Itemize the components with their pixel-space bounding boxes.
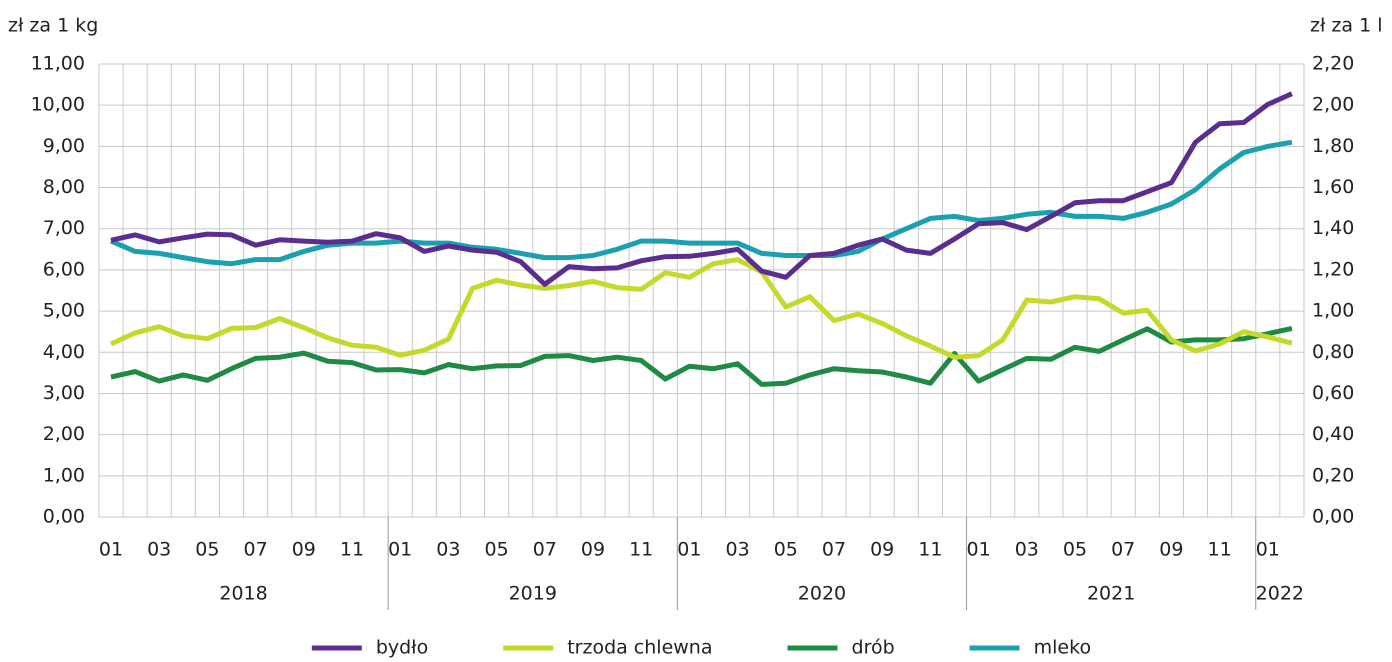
- y-tick-label: 0,00: [43, 506, 85, 528]
- x-tick-label: 01: [967, 539, 991, 561]
- x-tick-label: 05: [774, 539, 798, 561]
- y2-tick-label: 0,20: [1312, 464, 1354, 486]
- legend-label: trzoda chlewna: [567, 637, 712, 659]
- x-tick-label: 09: [581, 539, 605, 561]
- x-tick-label: 07: [822, 539, 846, 561]
- x-tick-label: 01: [388, 539, 412, 561]
- x-tick-label: 05: [485, 539, 509, 561]
- y-tick-label: 6,00: [43, 258, 85, 280]
- y2-tick-label: 2,20: [1312, 53, 1354, 75]
- y-tick-label: 9,00: [43, 135, 85, 157]
- x-tick-label: 03: [726, 539, 750, 561]
- x-tick-label: 07: [533, 539, 557, 561]
- x-tick-label: 09: [1159, 539, 1183, 561]
- y-tick-label: 8,00: [43, 176, 85, 198]
- x-tick-label: 03: [147, 539, 171, 561]
- series-line: [110, 325, 1293, 387]
- y2-tick-label: 0,80: [1312, 341, 1354, 363]
- legend: bydło trzoda chlewna drób mleko: [311, 637, 1091, 659]
- y2-tick-label: 1,20: [1312, 258, 1354, 280]
- x-tick-label: 11: [1208, 539, 1232, 561]
- x-tick-label: 01: [99, 539, 123, 561]
- series-line: [110, 91, 1293, 287]
- y-axis-label: zł za 1 kg: [8, 15, 98, 37]
- legend-label: mleko: [1034, 637, 1091, 659]
- y2-tick-label: 0,60: [1312, 382, 1354, 404]
- x-tick-label: 05: [195, 539, 219, 561]
- year-label: 2021: [1087, 583, 1135, 605]
- y2-tick-label: 1,40: [1312, 217, 1354, 239]
- y2-tick-label: 1,80: [1312, 135, 1354, 157]
- legend-label: drób: [852, 637, 895, 659]
- y-tick-label: 7,00: [43, 217, 85, 239]
- legend-label: bydło: [376, 637, 428, 659]
- y-tick-label: 11,00: [31, 53, 85, 75]
- x-tick-label: 01: [1256, 539, 1280, 561]
- x-tick-label: 07: [1111, 539, 1135, 561]
- y-tick-label: 1,00: [43, 464, 85, 486]
- x-tick-label: 11: [629, 539, 653, 561]
- series-line: [110, 139, 1293, 267]
- y-tick-label: 4,00: [43, 341, 85, 363]
- x-tick-label: 11: [340, 539, 364, 561]
- y2-tick-label: 0,00: [1312, 506, 1354, 528]
- y2-tick-label: 2,00: [1312, 94, 1354, 116]
- y2-tick-label: 1,60: [1312, 176, 1354, 198]
- x-tick-label: 03: [1015, 539, 1039, 561]
- year-label: 2018: [219, 583, 267, 605]
- x-tick-label: 11: [918, 539, 942, 561]
- y-tick-label: 10,00: [31, 94, 85, 116]
- y2-axis-label: zł za 1 l: [1310, 15, 1382, 37]
- x-tick-label: 07: [244, 539, 268, 561]
- x-tick-label: 09: [870, 539, 894, 561]
- x-tick-label: 01: [677, 539, 701, 561]
- x-tick-label: 03: [436, 539, 460, 561]
- y-tick-label: 5,00: [43, 300, 85, 322]
- y2-tick-label: 0,40: [1312, 423, 1354, 445]
- series-line: [109, 257, 1293, 360]
- y-tick-label: 3,00: [43, 382, 85, 404]
- year-label: 2020: [798, 583, 846, 605]
- y2-tick-label: 1,00: [1312, 300, 1354, 322]
- year-label: 2019: [509, 583, 557, 605]
- x-tick-label: 09: [292, 539, 316, 561]
- x-tick-label: 05: [1063, 539, 1087, 561]
- y-tick-label: 2,00: [43, 423, 85, 445]
- year-label: 2022: [1256, 583, 1304, 605]
